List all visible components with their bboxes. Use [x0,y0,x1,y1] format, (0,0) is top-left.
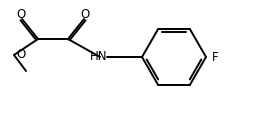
Text: HN: HN [90,50,108,63]
Text: O: O [16,48,25,61]
Text: O: O [16,8,26,21]
Text: O: O [80,8,90,21]
Text: F: F [212,51,218,64]
